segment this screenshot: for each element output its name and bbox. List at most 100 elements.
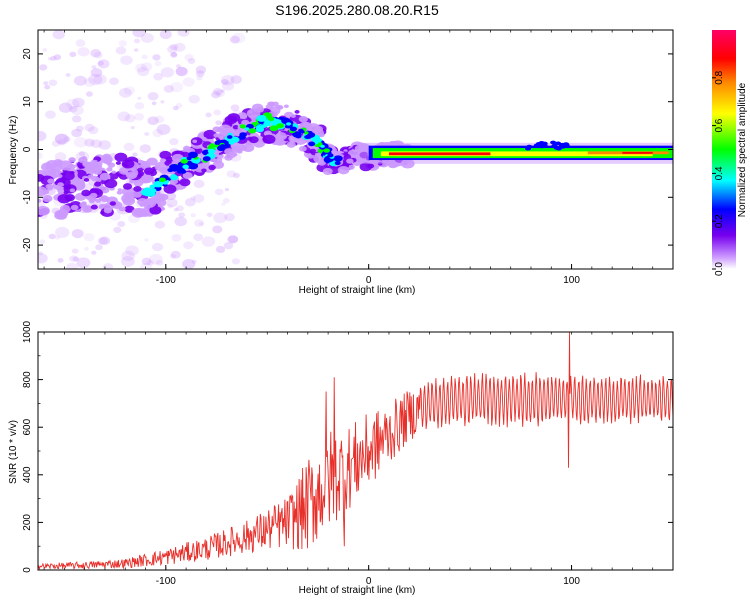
- spectrogram-ylabel: Frequency (Hz): [8, 116, 19, 185]
- heatmap-cell: [143, 167, 155, 175]
- colorbar-tick-label: 0.4: [714, 166, 725, 180]
- heatmap-noise-cell: [213, 109, 222, 116]
- heatmap-noise-cell: [154, 60, 162, 67]
- heatmap-cell: [84, 164, 93, 171]
- heatmap-core-cell: [209, 143, 216, 148]
- heatmap-noise-cell: [141, 54, 148, 60]
- heatmap-noise-cell: [170, 52, 178, 58]
- heatmap-noise-cell: [222, 81, 235, 91]
- heatmap-noise-cell: [117, 220, 126, 228]
- heatmap-cell: [104, 178, 118, 189]
- heatmap-core-cell: [158, 177, 166, 183]
- heatmap-cell: [286, 141, 296, 148]
- heatmap-noise-cell: [173, 42, 186, 52]
- heatmap-noise-cell: [83, 183, 93, 190]
- heatmap-noise-cell: [39, 64, 48, 71]
- heatmap-noise-cell: [90, 139, 103, 149]
- heatmap-noise-cell: [51, 140, 61, 147]
- heatmap-core-cell: [320, 144, 325, 148]
- heatmap-noise-cell: [223, 242, 234, 250]
- heatmap-noise-cell: [173, 207, 179, 212]
- heatmap-noise-cell: [123, 86, 135, 95]
- heatmap-band-core: [622, 151, 653, 154]
- heatmap-noise-cell: [144, 238, 149, 242]
- heatmap-noise-cell: [139, 144, 151, 153]
- heatmap-noise-cell: [71, 248, 79, 254]
- heatmap-cell: [122, 183, 133, 190]
- heatmap-noise-cell: [54, 152, 67, 162]
- heatmap-noise-cell: [220, 89, 225, 93]
- heatmap-noise-cell: [170, 81, 184, 93]
- snr-xtick-label: -100: [156, 576, 176, 587]
- heatmap-noise-cell: [182, 77, 195, 87]
- heatmap-cell: [563, 142, 570, 146]
- heatmap-cell: [337, 165, 350, 175]
- heatmap-cell: [559, 145, 566, 149]
- heatmap-noise-cell: [76, 257, 91, 269]
- heatmap-noise-cell: [97, 59, 110, 69]
- heatmap-cell: [283, 104, 289, 108]
- heatmap-core-cell: [228, 140, 235, 145]
- heatmap-cell: [45, 165, 51, 170]
- heatmap-cell: [74, 182, 85, 190]
- heatmap-noise-cell: [99, 236, 111, 245]
- heatmap-noise-cell: [167, 45, 178, 54]
- heatmap-noise-cell: [90, 68, 103, 77]
- heatmap-noise-cell: [84, 138, 95, 147]
- heatmap-cell: [149, 206, 162, 215]
- heatmap-cell: [550, 140, 557, 145]
- heatmap-noise-cell: [83, 233, 95, 242]
- snr-ytick-label: 0: [22, 567, 33, 573]
- heatmap-noise-cell: [120, 55, 133, 66]
- heatmap-noise-cell: [175, 66, 188, 77]
- heatmap-core-cell: [267, 116, 275, 122]
- heatmap-noise-cell: [171, 234, 182, 242]
- heatmap-cell: [50, 163, 63, 172]
- heatmap-noise-cell: [152, 242, 164, 252]
- heatmap-noise-cell: [230, 104, 240, 112]
- heatmap-noise-cell: [226, 170, 237, 178]
- heatmap-cell: [208, 164, 216, 171]
- heatmap-noise-cell: [140, 32, 154, 44]
- heatmap-cell: [265, 104, 274, 110]
- heatmap-noise-cell: [91, 250, 97, 255]
- heatmap-cell: [309, 148, 316, 154]
- heatmap-core-cell: [140, 189, 151, 196]
- snr-ylabel: SNR (10 * v/v): [8, 420, 19, 484]
- heatmap-noise-cell: [195, 70, 205, 78]
- heatmap-cell: [159, 158, 166, 163]
- heatmap-cell: [116, 190, 123, 195]
- heatmap-noise-cell: [119, 87, 132, 98]
- heatmap-noise-cell: [55, 235, 61, 240]
- snr-xlabel: Height of straight line (km): [299, 585, 416, 596]
- heatmap-cell: [248, 136, 259, 144]
- heatmap-noise-cell: [220, 75, 235, 86]
- heatmap-noise-cell: [69, 51, 77, 58]
- heatmap-noise-cell: [156, 124, 171, 135]
- heatmap-noise-cell: [73, 75, 87, 86]
- spectrogram-xtick-label: -100: [156, 275, 176, 286]
- heatmap-noise-cell: [57, 258, 64, 263]
- heatmap-noise-cell: [73, 137, 88, 148]
- heatmap-band-core: [388, 152, 491, 156]
- heatmap-noise-cell: [191, 259, 197, 264]
- heatmap-core-cell: [180, 158, 188, 164]
- heatmap-noise-cell: [201, 236, 216, 247]
- heatmap-noise-cell: [224, 188, 230, 192]
- heatmap-cell: [242, 143, 255, 152]
- heatmap-cell: [224, 115, 238, 125]
- heatmap-noise-cell: [124, 114, 136, 123]
- heatmap-noise-cell: [72, 256, 80, 262]
- snr-ytick-label: 400: [22, 466, 33, 483]
- heatmap-core-cell: [303, 131, 309, 135]
- heatmap-noise-cell: [183, 241, 194, 250]
- heatmap-noise-cell: [224, 213, 235, 222]
- heatmap-noise-cell: [187, 58, 196, 64]
- heatmap-noise-cell: [229, 35, 240, 44]
- heatmap-noise-cell: [170, 51, 178, 57]
- spectrogram-xlabel: Height of straight line (km): [299, 285, 416, 296]
- heatmap-noise-cell: [213, 212, 228, 224]
- heatmap-cell: [64, 184, 72, 190]
